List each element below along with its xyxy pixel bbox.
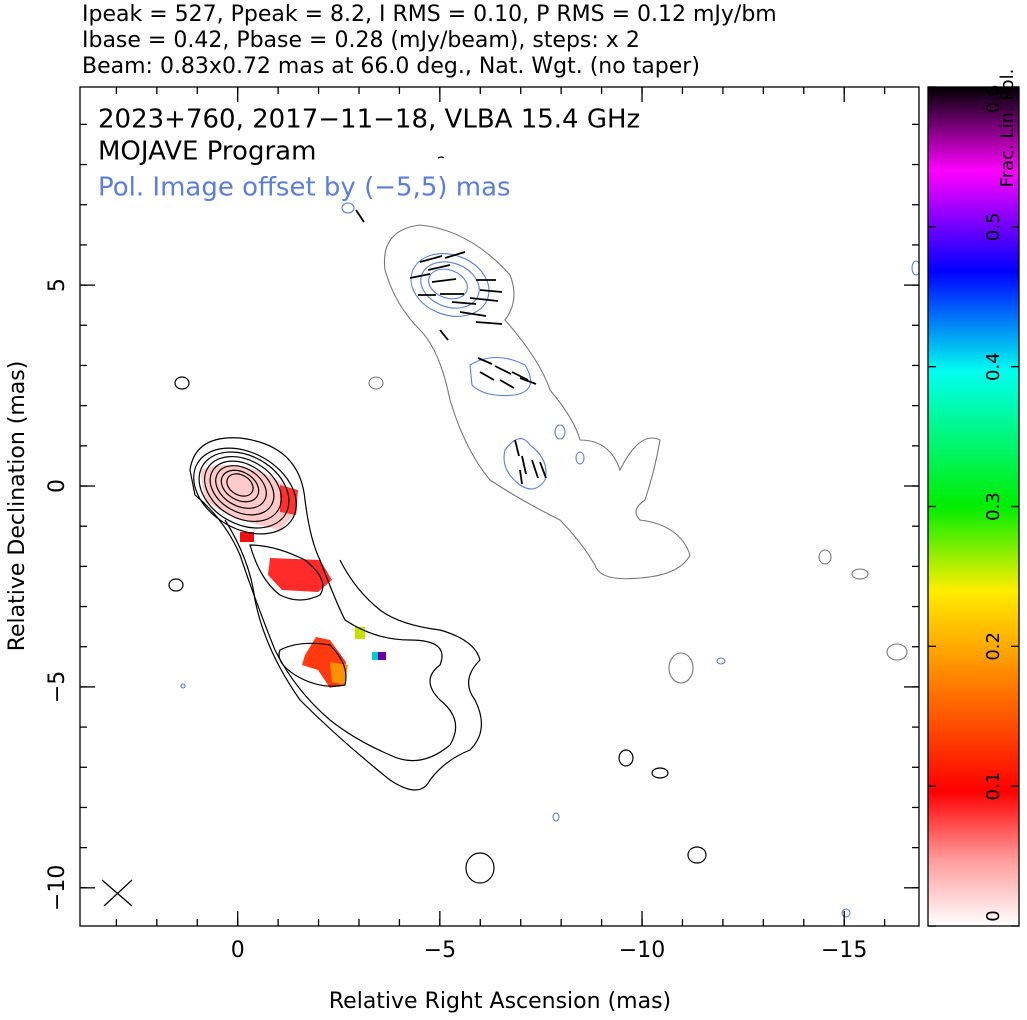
header-line: Ipeak = 527, Ppeak = 8.2, I RMS = 0.10, … — [82, 2, 777, 27]
y-axis-label: Relative Declination (mas) — [5, 361, 30, 652]
annotation: Pol. Image offset by (−5,5) mas — [98, 173, 511, 203]
y-tick-label: 0 — [45, 479, 70, 493]
plot-frame — [79, 86, 920, 927]
header-line: Ibase = 0.42, Pbase = 0.28 (mJy/beam), s… — [82, 28, 640, 53]
x-tick-label: −5 — [424, 938, 456, 963]
annotation: MOJAVE Program — [98, 137, 316, 167]
annotations: 2023+760, 2017−11−18, VLBA 15.4 GHz MOJA… — [98, 105, 640, 203]
x-tick-label: −10 — [619, 938, 665, 963]
y-tick-label: −10 — [45, 865, 70, 911]
y-tick-label: 5 — [45, 278, 70, 292]
x-tick-label: −15 — [821, 938, 867, 963]
colorbar-tick-label: 0.5 — [983, 213, 1004, 242]
header-line: Beam: 0.83x0.72 mas at 66.0 deg., Nat. W… — [82, 54, 700, 79]
x-axis-label: Relative Right Ascension (mas) — [329, 989, 671, 1014]
header: Ipeak = 527, Ppeak = 8.2, I RMS = 0.10, … — [82, 2, 777, 79]
colorbar-tick-label: 0 — [983, 910, 1004, 921]
total-intensity-contours — [168, 156, 707, 884]
colorbar-tick-label: 0.3 — [983, 492, 1004, 521]
pol-contours — [180, 202, 919, 918]
evpa-vectors — [355, 209, 547, 485]
pol-pixels — [200, 465, 386, 688]
colorbar-tick-label: 0.4 — [983, 352, 1004, 381]
colorbar-tick-label: 0.2 — [983, 632, 1004, 661]
colorbar — [927, 86, 1020, 927]
beam — [101, 879, 133, 907]
colorbar-tick-label: 0.6 — [983, 85, 1004, 114]
x-tick-label: 0 — [231, 938, 245, 963]
colorbar-label: Frac. Lin. Pol. — [997, 69, 1018, 188]
annotation: 2023+760, 2017−11−18, VLBA 15.4 GHz — [98, 105, 640, 135]
colorbar-tick-label: 0.1 — [983, 772, 1004, 801]
y-tick-label: −5 — [45, 671, 70, 703]
image — [101, 156, 919, 918]
